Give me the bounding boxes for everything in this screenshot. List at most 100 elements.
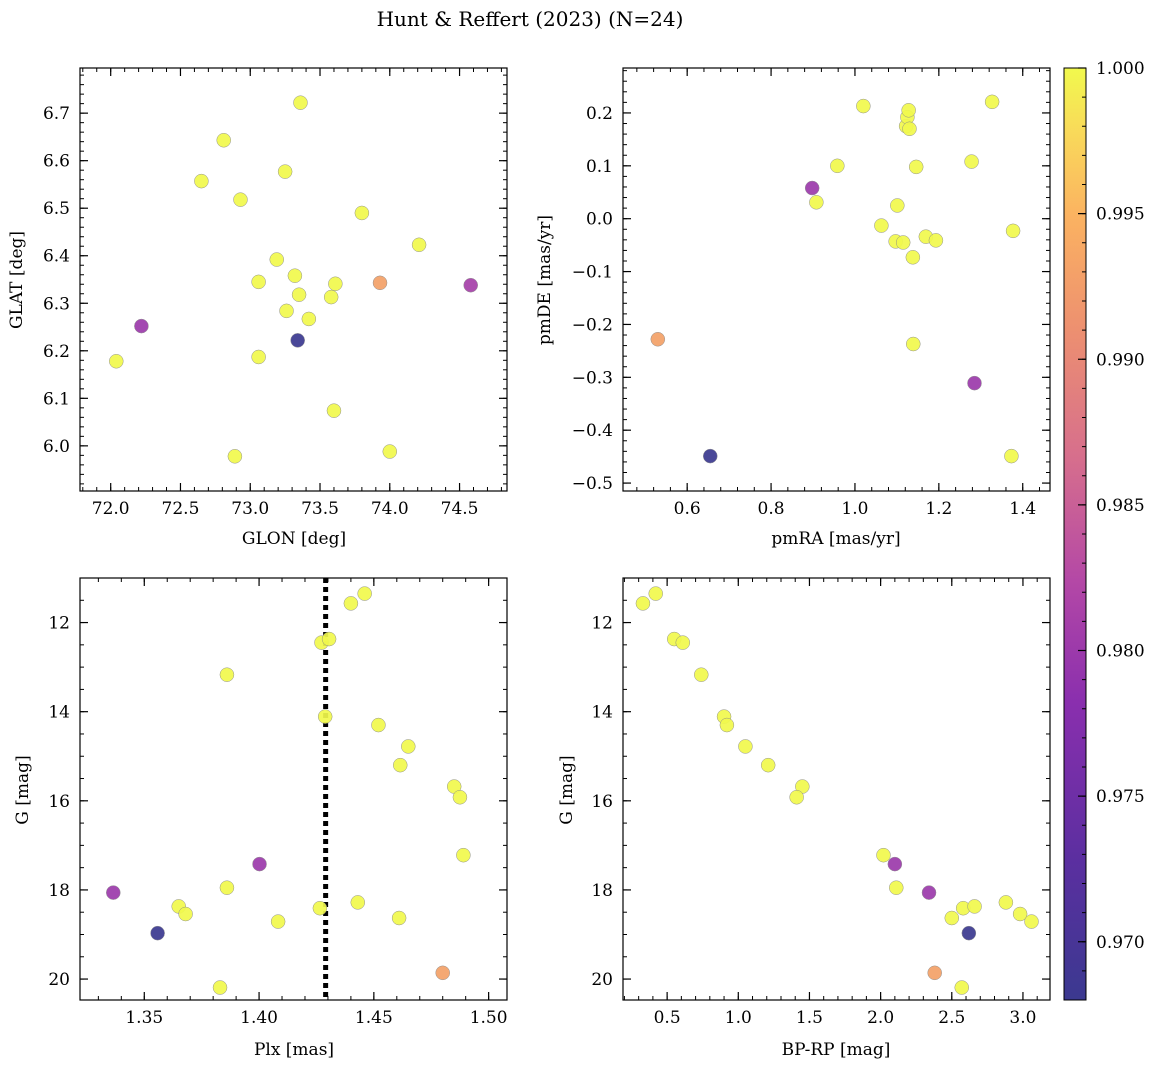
data-point: [967, 375, 982, 391]
data-point: [178, 906, 193, 922]
data-point: [856, 98, 871, 114]
panel-sky-position: GLON [deg] GLAT [deg] 72.0 72.5 73.0 73.5 74…: [7, 67, 508, 549]
data-point: [301, 311, 317, 327]
x-tick-label: 1.0: [841, 499, 868, 519]
data-point: [357, 586, 372, 601]
data-point: [227, 449, 243, 464]
panel-sky-ylabel: GLAT [deg]: [7, 231, 27, 329]
data-point: [435, 965, 450, 981]
data-point: [944, 910, 960, 926]
data-point: [150, 925, 165, 941]
panel-plx-frame: [79, 577, 508, 1001]
x-tick-label: 73.0: [231, 499, 269, 519]
y-tick-label: 6.7: [43, 104, 70, 124]
data-point: [908, 159, 924, 175]
y-tick-label: −0.2: [572, 315, 613, 335]
data-point: [252, 856, 267, 872]
y-tick-label: 6.2: [43, 342, 70, 362]
data-point: [830, 158, 845, 174]
x-tick-label: 74.0: [371, 499, 409, 519]
data-point: [293, 95, 308, 110]
data-point: [134, 318, 149, 334]
data-point: [1012, 906, 1028, 922]
x-tick-label: 1.40: [240, 1008, 278, 1028]
data-point: [401, 739, 416, 754]
x-tick-label: 73.5: [301, 499, 339, 519]
colorbar-tick-label: 1.000: [1096, 59, 1145, 79]
x-tick-label: 2.5: [938, 1008, 965, 1028]
y-tick-label: 14: [591, 703, 613, 723]
data-point: [954, 980, 970, 995]
data-point: [889, 880, 904, 895]
data-point: [233, 192, 248, 207]
x-tick-label: 1.45: [355, 1008, 393, 1028]
x-tick-label: 1.35: [125, 1008, 163, 1028]
data-point: [251, 274, 266, 290]
data-point: [902, 121, 917, 137]
panel-plx-xlabel: Plx [mas]: [254, 1040, 334, 1060]
data-point: [635, 596, 651, 611]
data-point: [921, 885, 937, 900]
y-tick-label: 12: [591, 614, 613, 634]
x-tick-label: 1.50: [470, 1008, 508, 1028]
data-point: [964, 154, 979, 169]
x-tick-label: 0.6: [674, 499, 701, 519]
y-tick-label: 16: [48, 792, 70, 812]
data-point: [312, 900, 328, 916]
panel-cmd-xlabel: BP-RP [mag]: [782, 1040, 891, 1060]
y-tick-label: −0.3: [572, 368, 613, 388]
y-tick-label: 6.1: [43, 389, 70, 409]
data-point: [927, 965, 942, 981]
data-point: [887, 856, 903, 872]
x-tick-label: 0.5: [654, 1008, 681, 1028]
y-tick-label: 6.3: [43, 294, 70, 314]
data-point: [874, 218, 889, 233]
data-point: [382, 444, 398, 459]
data-point: [998, 895, 1014, 910]
x-tick-label: 1.0: [725, 1008, 752, 1028]
x-tick-label: 2.0: [867, 1008, 894, 1028]
data-point: [106, 885, 121, 900]
data-point: [109, 353, 124, 369]
panel-color-magnitude: BP-RP [mag] G [mag] 0.5 1.0 1.5 2.0 2.5 3.0 12…: [557, 577, 1051, 1060]
x-tick-label: 1.2: [925, 499, 952, 519]
data-point: [876, 847, 891, 863]
data-point: [350, 895, 366, 910]
data-point: [901, 103, 916, 118]
colorbar-tick-label: 0.975: [1096, 787, 1145, 807]
data-point: [928, 233, 944, 248]
x-tick-label: 72.5: [162, 499, 200, 519]
data-point: [321, 631, 337, 647]
y-tick-label: −0.1: [572, 263, 613, 283]
y-tick-label: 6.4: [43, 247, 70, 267]
data-point: [290, 333, 305, 348]
x-tick-label: 74.5: [441, 499, 479, 519]
panel-proper-motion: pmRA [mas/yr] pmDE [mas/yr] 0.6 0.8 1.0 1.2…: [535, 67, 1051, 549]
data-point: [323, 289, 339, 305]
panel-sky-frame: [79, 67, 508, 492]
colorbar-tick-label: 0.985: [1096, 496, 1145, 516]
data-point: [694, 667, 709, 682]
data-point: [719, 717, 735, 733]
data-point: [675, 635, 691, 650]
data-point: [1004, 448, 1019, 464]
data-point: [219, 880, 235, 895]
data-point: [456, 847, 471, 863]
x-tick-label: 0.8: [758, 499, 785, 519]
x-tick-label: 72.0: [92, 499, 130, 519]
colorbar: 0.970 0.975 0.980 0.985 0.990 0.995 1.000: [1063, 59, 1145, 1001]
data-point: [391, 910, 407, 926]
data-point: [371, 717, 386, 733]
data-point: [411, 237, 427, 253]
y-tick-label: 20: [48, 970, 70, 990]
data-point: [702, 448, 718, 464]
data-point: [738, 739, 753, 754]
panel-parallax-magnitude: Plx [mas] G [mag] 1.35 1.40 1.45 1.50 12 14 16…: [13, 577, 508, 1060]
y-tick-label: 6.5: [43, 199, 70, 219]
data-point: [984, 94, 1000, 110]
x-tick-label: 3.0: [1009, 1008, 1036, 1028]
data-point: [251, 349, 266, 365]
data-point: [354, 205, 370, 221]
data-point: [967, 899, 982, 914]
